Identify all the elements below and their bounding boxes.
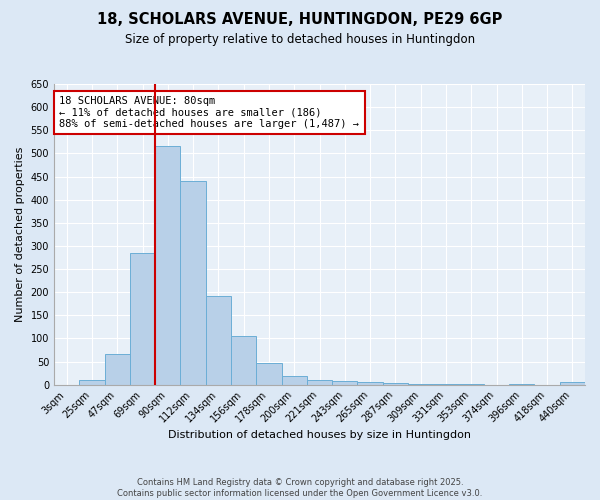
Bar (256, 364, 281, 384)
Text: Contains HM Land Registry data © Crown copyright and database right 2025.
Contai: Contains HM Land Registry data © Crown c… (118, 478, 482, 498)
Bar (307, 380, 332, 384)
Text: 18 SCHOLARS AVENUE: 80sqm
← 11% of detached houses are smaller (186)
88% of semi: 18 SCHOLARS AVENUE: 80sqm ← 11% of detac… (59, 96, 359, 129)
Bar (104, 354, 130, 384)
Bar (79, 380, 104, 384)
Bar (281, 376, 307, 384)
Bar (206, 296, 231, 384)
X-axis label: Distribution of detached houses by size in Huntingdon: Distribution of detached houses by size … (168, 430, 471, 440)
Bar (155, 146, 181, 384)
Bar (560, 382, 585, 384)
Bar (181, 181, 206, 384)
Bar (383, 383, 408, 384)
Text: 18, SCHOLARS AVENUE, HUNTINGDON, PE29 6GP: 18, SCHOLARS AVENUE, HUNTINGDON, PE29 6G… (97, 12, 503, 28)
Bar (130, 253, 155, 384)
Text: Size of property relative to detached houses in Huntingdon: Size of property relative to detached ho… (125, 32, 475, 46)
Bar (358, 382, 383, 384)
Y-axis label: Number of detached properties: Number of detached properties (15, 146, 25, 322)
Bar (332, 380, 358, 384)
Bar (231, 336, 256, 384)
